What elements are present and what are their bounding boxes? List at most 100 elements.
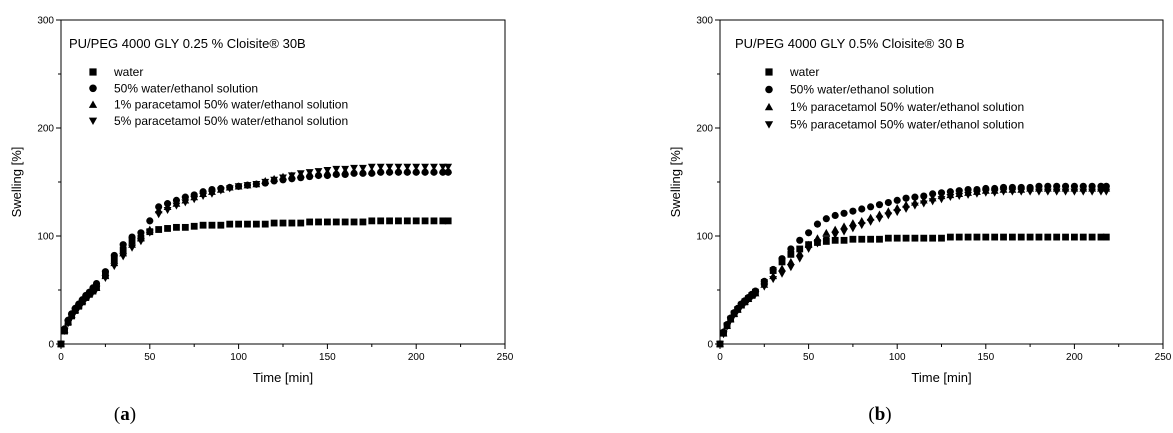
data-point — [858, 235, 866, 243]
data-point — [857, 222, 866, 230]
data-point — [1035, 233, 1043, 241]
data-point — [412, 217, 420, 225]
data-point — [813, 234, 822, 242]
data-point — [71, 308, 80, 316]
data-point — [999, 188, 1008, 196]
data-point — [1026, 233, 1034, 241]
data-point — [849, 207, 857, 215]
data-point — [955, 192, 964, 200]
x-tick-label: 0 — [717, 352, 723, 363]
legend-marker-triangle-down — [764, 121, 774, 129]
chart-title: PU/PEG 4000 GLY 0.5% Cloisite® 30 B — [735, 36, 965, 51]
y-tick-label: 100 — [696, 232, 713, 243]
data-point — [804, 245, 813, 253]
data-point — [848, 225, 857, 233]
series-triangle-down — [716, 188, 1111, 348]
data-point — [154, 211, 163, 219]
data-point — [137, 229, 145, 237]
data-point — [367, 163, 376, 171]
data-point — [279, 174, 287, 182]
data-point — [795, 255, 804, 263]
data-point — [252, 220, 260, 228]
y-tick-label: 300 — [696, 16, 713, 27]
data-point — [884, 212, 893, 220]
x-tick-label: 50 — [803, 352, 815, 363]
data-point — [421, 163, 429, 171]
data-point — [1097, 233, 1105, 241]
data-point — [849, 235, 857, 243]
data-point — [1061, 188, 1070, 196]
data-point — [982, 233, 990, 241]
data-point — [128, 244, 136, 252]
data-point — [119, 253, 128, 261]
data-point — [911, 234, 919, 242]
legend-label: water — [789, 65, 819, 79]
data-point — [1044, 233, 1052, 241]
data-point — [822, 215, 830, 223]
data-point — [946, 193, 955, 202]
data-point — [938, 234, 945, 242]
data-point — [902, 194, 910, 202]
data-point — [341, 165, 350, 173]
data-point — [1043, 188, 1052, 196]
panel-caption: (a) — [114, 404, 136, 425]
legend-label: 5% paracetamol 50% water/ethanol solutio… — [790, 118, 1024, 132]
data-point — [164, 225, 171, 232]
data-point — [199, 192, 207, 200]
data-point — [64, 320, 73, 328]
data-point — [173, 223, 180, 231]
data-point — [744, 296, 753, 304]
data-point — [964, 233, 972, 241]
data-point — [875, 215, 884, 223]
y-axis-title: Swelling [%] — [9, 147, 24, 218]
panel-caption: (b) — [868, 404, 891, 425]
y-tick-label: 200 — [696, 124, 713, 135]
x-tick-label: 100 — [230, 352, 247, 363]
data-point — [145, 229, 154, 237]
legend-label: 1% paracetamol 50% water/ethanol solutio… — [790, 100, 1024, 114]
data-point — [778, 270, 786, 278]
x-tick-label: 200 — [408, 352, 425, 363]
data-point — [421, 217, 429, 225]
data-point — [1035, 188, 1043, 196]
data-point — [813, 220, 822, 228]
data-point — [973, 233, 981, 241]
data-point — [786, 264, 795, 272]
data-point — [884, 234, 892, 242]
plot-frame — [719, 19, 1164, 345]
legend-marker-square — [765, 68, 773, 76]
data-point — [920, 234, 928, 242]
data-point — [190, 196, 199, 204]
data-point — [74, 304, 83, 312]
data-point — [261, 178, 270, 186]
data-point — [394, 163, 403, 171]
x-tick-label: 50 — [144, 352, 156, 363]
data-point — [751, 291, 760, 299]
data-point — [1008, 188, 1017, 196]
data-point — [831, 211, 839, 220]
data-point — [778, 264, 786, 272]
data-point — [955, 233, 963, 241]
data-point — [840, 209, 848, 217]
data-point — [270, 176, 279, 184]
data-point — [81, 295, 90, 303]
y-axis-title: Swelling [%] — [668, 147, 683, 218]
legend-label: 50% water/ethanol solution — [790, 83, 934, 97]
y-tick-label: 100 — [37, 232, 54, 243]
x-axis-title: Time [min] — [911, 370, 971, 385]
data-point — [305, 169, 314, 177]
data-point — [893, 234, 901, 242]
data-point — [893, 196, 901, 204]
data-point — [737, 303, 746, 311]
data-point — [1017, 233, 1025, 241]
data-point — [875, 201, 884, 209]
data-point — [796, 245, 804, 253]
data-point — [1079, 233, 1087, 241]
data-point — [831, 236, 839, 244]
data-point — [244, 220, 251, 228]
data-point — [376, 163, 385, 171]
data-point — [377, 217, 385, 225]
data-point — [208, 190, 216, 198]
caption-letter: a — [120, 404, 130, 425]
